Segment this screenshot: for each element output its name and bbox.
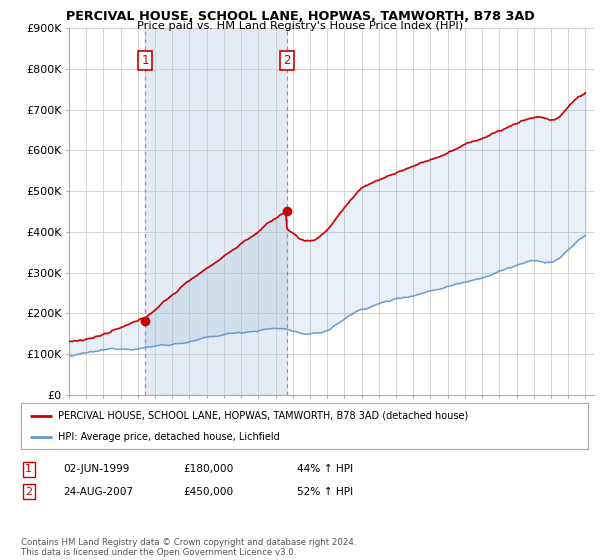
Bar <box>145 28 287 395</box>
Text: 44% ↑ HPI: 44% ↑ HPI <box>297 464 353 474</box>
Text: 2: 2 <box>283 54 290 67</box>
Text: Price paid vs. HM Land Registry's House Price Index (HPI): Price paid vs. HM Land Registry's House … <box>137 21 463 31</box>
Text: PERCIVAL HOUSE, SCHOOL LANE, HOPWAS, TAMWORTH, B78 3AD (detached house): PERCIVAL HOUSE, SCHOOL LANE, HOPWAS, TAM… <box>58 410 468 421</box>
Text: 02-JUN-1999: 02-JUN-1999 <box>63 464 130 474</box>
Text: 1: 1 <box>25 464 32 474</box>
Text: 52% ↑ HPI: 52% ↑ HPI <box>297 487 353 497</box>
Text: PERCIVAL HOUSE, SCHOOL LANE, HOPWAS, TAMWORTH, B78 3AD: PERCIVAL HOUSE, SCHOOL LANE, HOPWAS, TAM… <box>65 10 535 22</box>
Text: 24-AUG-2007: 24-AUG-2007 <box>63 487 133 497</box>
Text: Contains HM Land Registry data © Crown copyright and database right 2024.
This d: Contains HM Land Registry data © Crown c… <box>21 538 356 557</box>
Text: £450,000: £450,000 <box>183 487 233 497</box>
Text: HPI: Average price, detached house, Lichfield: HPI: Average price, detached house, Lich… <box>58 432 280 442</box>
Text: £180,000: £180,000 <box>183 464 233 474</box>
Text: 1: 1 <box>142 54 149 67</box>
Text: 2: 2 <box>25 487 32 497</box>
